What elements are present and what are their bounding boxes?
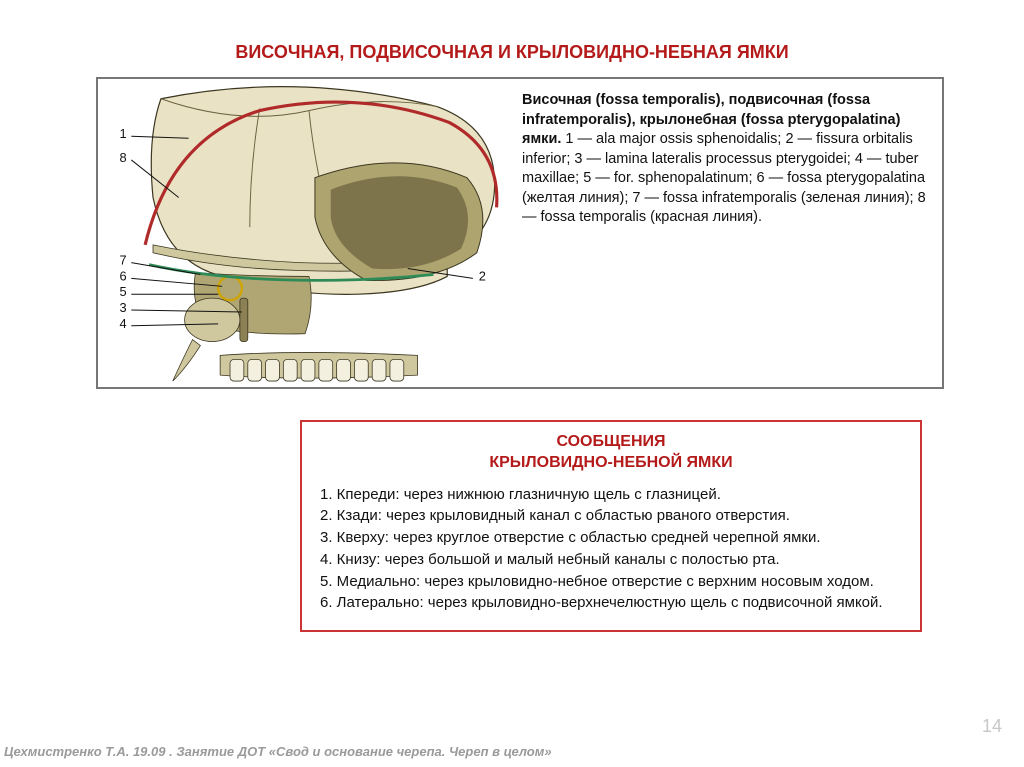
svg-text:6: 6 xyxy=(119,268,126,283)
comm-heading-line1: СООБЩЕНИЯ xyxy=(556,433,665,450)
list-item: 5. Медиально: через крыловидно-небное от… xyxy=(320,571,902,593)
caption-body: 1 — ala major ossis sphenoidalis; 2 — fi… xyxy=(522,131,926,225)
page-title: ВИСОЧНАЯ, ПОДВИСОЧНАЯ И КРЫЛОВИДНО-НЕБНА… xyxy=(0,0,1024,77)
figure-box: 1 8 7 6 5 3 4 2 Височная (fossa temporal… xyxy=(96,77,944,389)
communications-list: 1. Кпереди: через нижнюю глазничную щель… xyxy=(320,484,902,615)
svg-text:7: 7 xyxy=(119,253,126,268)
svg-text:4: 4 xyxy=(119,316,126,331)
communications-box: СООБЩЕНИЯ КРЫЛОВИДНО-НЕБНОЙ ЯМКИ 1. Кпер… xyxy=(300,420,922,632)
list-item: 1. Кпереди: через нижнюю глазничную щель… xyxy=(320,484,902,506)
svg-text:1: 1 xyxy=(119,126,126,141)
list-item: 2. Кзади: через крыловидный канал с обла… xyxy=(320,505,902,527)
list-item: 6. Латерально: через крыловидно-верхнече… xyxy=(320,592,902,614)
comm-heading-line2: КРЫЛОВИДНО-НЕБНОЙ ЯМКИ xyxy=(489,454,732,471)
svg-text:5: 5 xyxy=(119,284,126,299)
list-item: 3. Кверху: через круглое отверстие с обл… xyxy=(320,527,902,549)
figure-caption: Височная (fossa temporalis), подвисочная… xyxy=(520,79,942,387)
communications-heading: СООБЩЕНИЯ КРЫЛОВИДНО-НЕБНОЙ ЯМКИ xyxy=(320,432,902,474)
svg-text:8: 8 xyxy=(119,150,126,165)
page-number: 14 xyxy=(982,716,1002,737)
footer-credit: Цехмистренко Т.А. 19.09 . Занятие ДОТ «С… xyxy=(4,744,552,759)
svg-text:3: 3 xyxy=(119,300,126,315)
skull-svg: 1 8 7 6 5 3 4 2 xyxy=(98,79,520,387)
svg-text:2: 2 xyxy=(479,268,486,283)
list-item: 4. Книзу: через большой и малый небный к… xyxy=(320,549,902,571)
skull-illustration: 1 8 7 6 5 3 4 2 xyxy=(98,79,520,387)
